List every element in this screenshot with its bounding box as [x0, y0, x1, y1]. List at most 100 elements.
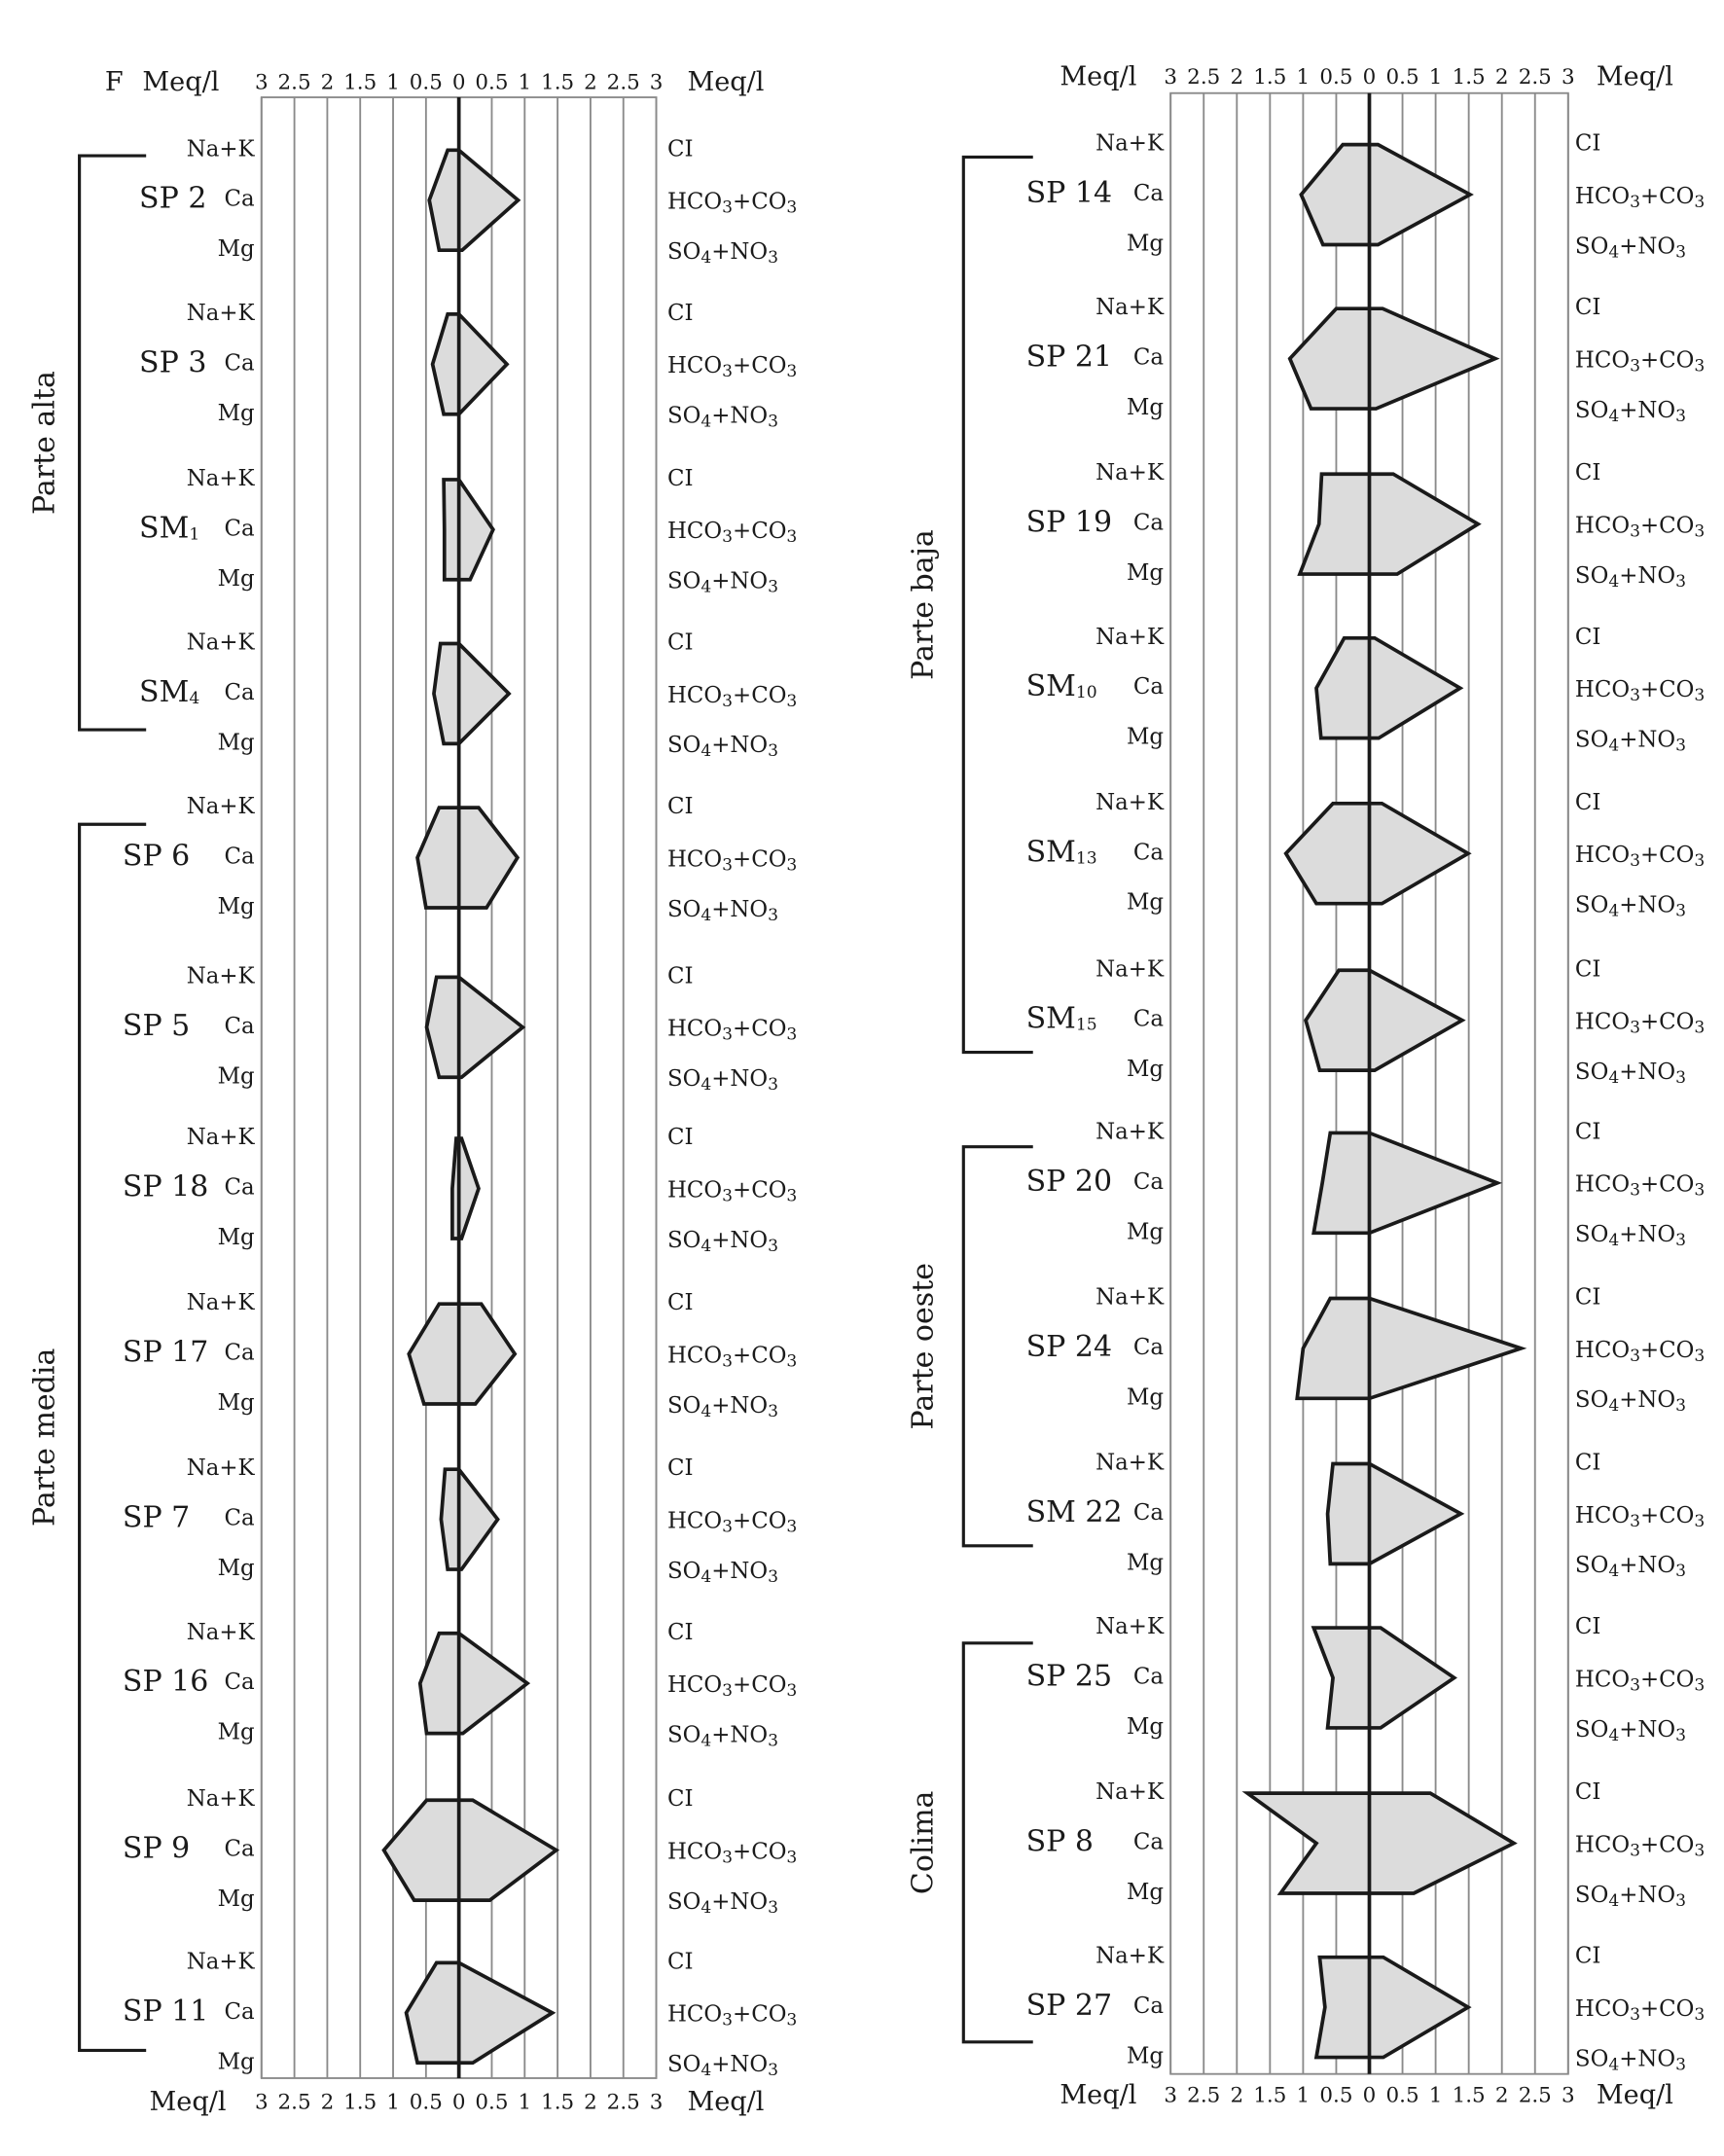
anion-label: CI — [1575, 790, 1601, 815]
tick-label-top: 2 — [1495, 65, 1509, 90]
sample-name: SP 20 — [1026, 1165, 1112, 1199]
cation-label: Na+K — [187, 1125, 256, 1150]
cation-label: Na+K — [187, 301, 256, 326]
tick-label-top: 0.5 — [475, 71, 508, 95]
tick-label-top: 0.5 — [410, 71, 443, 95]
cation-label: Mg — [1127, 1057, 1164, 1082]
sample-name: SP 2 — [139, 182, 206, 216]
sample-name: SP 24 — [1026, 1330, 1112, 1364]
anion-label: SO4+NO3 — [1575, 1387, 1686, 1416]
cation-label: Na+K — [1095, 956, 1165, 982]
tick-label-top: 0.5 — [1386, 65, 1419, 90]
anion-label: HCO3+CO3 — [1575, 1338, 1705, 1366]
cation-label: Na+K — [187, 1786, 256, 1812]
cation-label: Ca — [225, 1175, 255, 1201]
group-label: Colima — [906, 1790, 940, 1894]
anion-label: HCO3+CO3 — [1575, 843, 1705, 871]
tick-label-bottom: 1.5 — [1453, 2084, 1486, 2108]
anion-label: SO4+NO3 — [667, 1066, 778, 1095]
sample-name: SP 9 — [123, 1832, 190, 1866]
cation-label: Mg — [1127, 560, 1164, 586]
stiff-polygon-sp25 — [1311, 1626, 1457, 1730]
anion-label: CI — [1575, 460, 1601, 485]
tick-label-top: 2 — [584, 71, 597, 95]
units-label-bottom-left: Meq/l — [1060, 2080, 1136, 2110]
anion-label: CI — [667, 466, 694, 491]
anion-label: HCO3+CO3 — [1575, 1010, 1705, 1038]
cation-label: Mg — [1127, 1714, 1164, 1740]
cation-label: Ca — [225, 1506, 255, 1531]
cation-label: Ca — [1133, 1169, 1164, 1195]
cation-label: Ca — [1133, 181, 1164, 206]
tick-label-top: 1.5 — [1253, 65, 1286, 90]
cation-label: Mg — [218, 894, 255, 919]
anion-label: SO4+NO3 — [1575, 398, 1686, 426]
tick-label-bottom: 2 — [584, 2091, 597, 2115]
cation-label: Na+K — [187, 136, 256, 162]
cation-label: Na+K — [187, 1620, 256, 1645]
tick-label-top: 0 — [1363, 65, 1377, 90]
cation-label: Ca — [1133, 1830, 1164, 1855]
group-bracket — [961, 1145, 1033, 1548]
cation-label: Ca — [225, 844, 255, 870]
stiff-panel-1: 3 3 2.5 2.5 2 2 1.5 1.5 1 1 0.5 0.5 0 0 0.5 0.5 1 1 1.5 1.5… — [27, 67, 797, 2117]
cation-label: Ca — [225, 680, 255, 705]
cation-label: Ca — [1133, 1665, 1164, 1690]
anion-label: CI — [1575, 956, 1601, 982]
cation-label: Mg — [1127, 725, 1164, 750]
cation-label: Na+K — [187, 1455, 256, 1481]
tick-label-bottom: 2.5 — [278, 2091, 311, 2115]
cation-label: Na+K — [1095, 460, 1165, 485]
tick-label-bottom: 2.5 — [607, 2091, 640, 2115]
sample-name: SP 11 — [123, 1994, 208, 2029]
cation-label: Mg — [1127, 1880, 1164, 1905]
cation-label: Mg — [1127, 395, 1164, 420]
cation-label: Mg — [1127, 2044, 1164, 2069]
tick-label-top: 2.5 — [278, 71, 311, 95]
sample-name: SM1 — [139, 511, 199, 545]
tick-label-bottom: 1.5 — [1253, 2084, 1286, 2108]
units-label-top-right: Meq/l — [687, 67, 764, 97]
tick-label-top: 2.5 — [607, 71, 640, 95]
tick-label-bottom: 2 — [1230, 2084, 1243, 2108]
cation-label: Ca — [225, 350, 255, 376]
group-bracket — [961, 155, 1033, 1055]
tick-label-top: 3 — [255, 71, 269, 95]
cation-label: Mg — [1127, 890, 1164, 916]
anion-label: SO4+NO3 — [667, 1393, 778, 1421]
cation-label: Na+K — [1095, 295, 1165, 320]
anion-label: SO4+NO3 — [1575, 728, 1686, 756]
tick-label-top: 1 — [386, 71, 400, 95]
tick-label-top: 3 — [650, 71, 664, 95]
anion-label: CI — [667, 1125, 694, 1150]
anion-label: SO4+NO3 — [1575, 2046, 1686, 2074]
sample-name: SP 14 — [1026, 176, 1112, 210]
tick-label-top: 2.5 — [1519, 65, 1552, 90]
cation-label: Na+K — [1095, 131, 1165, 157]
stiff-polygon-sm13 — [1283, 801, 1472, 906]
sample-name: SM10 — [1026, 669, 1097, 703]
anion-label: CI — [667, 1290, 694, 1315]
group-bracket — [78, 154, 147, 732]
cation-label: Na+K — [187, 466, 256, 491]
cation-label: Ca — [1133, 345, 1164, 371]
anion-label: SO4+NO3 — [667, 404, 778, 432]
cation-label: Mg — [218, 566, 255, 592]
anion-label: HCO3+CO3 — [1575, 1503, 1705, 1531]
cation-label: Na+K — [187, 1949, 256, 1974]
cation-label: Mg — [218, 401, 255, 426]
group-label: Parte baja — [906, 529, 940, 680]
anion-label: CI — [667, 301, 694, 326]
anion-label: HCO3+CO3 — [667, 1343, 797, 1371]
stiff-polygon-sp19 — [1297, 472, 1482, 576]
tick-label-bottom: 2.5 — [1187, 2084, 1220, 2108]
anion-label: HCO3+CO3 — [667, 1017, 797, 1045]
cation-label: Mg — [1127, 1384, 1164, 1410]
anion-label: SO4+NO3 — [667, 897, 778, 925]
anion-label: CI — [667, 630, 694, 656]
anion-label: SO4+NO3 — [1575, 893, 1686, 921]
tick-label-top: 1.5 — [343, 71, 377, 95]
tick-label-top: 1.5 — [1453, 65, 1486, 90]
cation-label: Mg — [218, 1556, 255, 1581]
anion-label: HCO3+CO3 — [667, 353, 797, 381]
